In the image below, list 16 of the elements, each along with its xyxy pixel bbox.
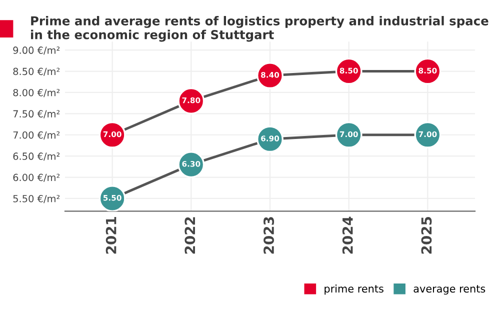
x-tick-label: 2024 [342,216,353,254]
legend-label: prime rents [324,284,384,295]
x-tick-label: 2023 [264,217,274,254]
y-tick-label: 7.00 €/m² [13,131,60,140]
y-tick-label: 8.00 €/m² [13,88,60,98]
chart-title: Prime and average rents of logistics property and industrial space in the economic region of Stuttgart [31,16,488,42]
x-tick-label: 2022 [184,217,196,254]
legend-label: average rents [414,285,486,295]
y-tick-label: 6.00 €/m² [13,174,60,182]
y-tick-label: 5.50 €/m² [13,194,60,204]
y-tick-label: 6.50 €/m² [13,152,60,161]
x-tick-label: 2025 [421,217,432,254]
x-tick-label: 2021 [106,217,116,254]
y-tick-label: 8.50 €/m² [13,68,60,76]
y-tick-label: 7.50 €/m² [13,110,60,118]
y-tick-label: 9.00 €/m² [13,46,60,55]
